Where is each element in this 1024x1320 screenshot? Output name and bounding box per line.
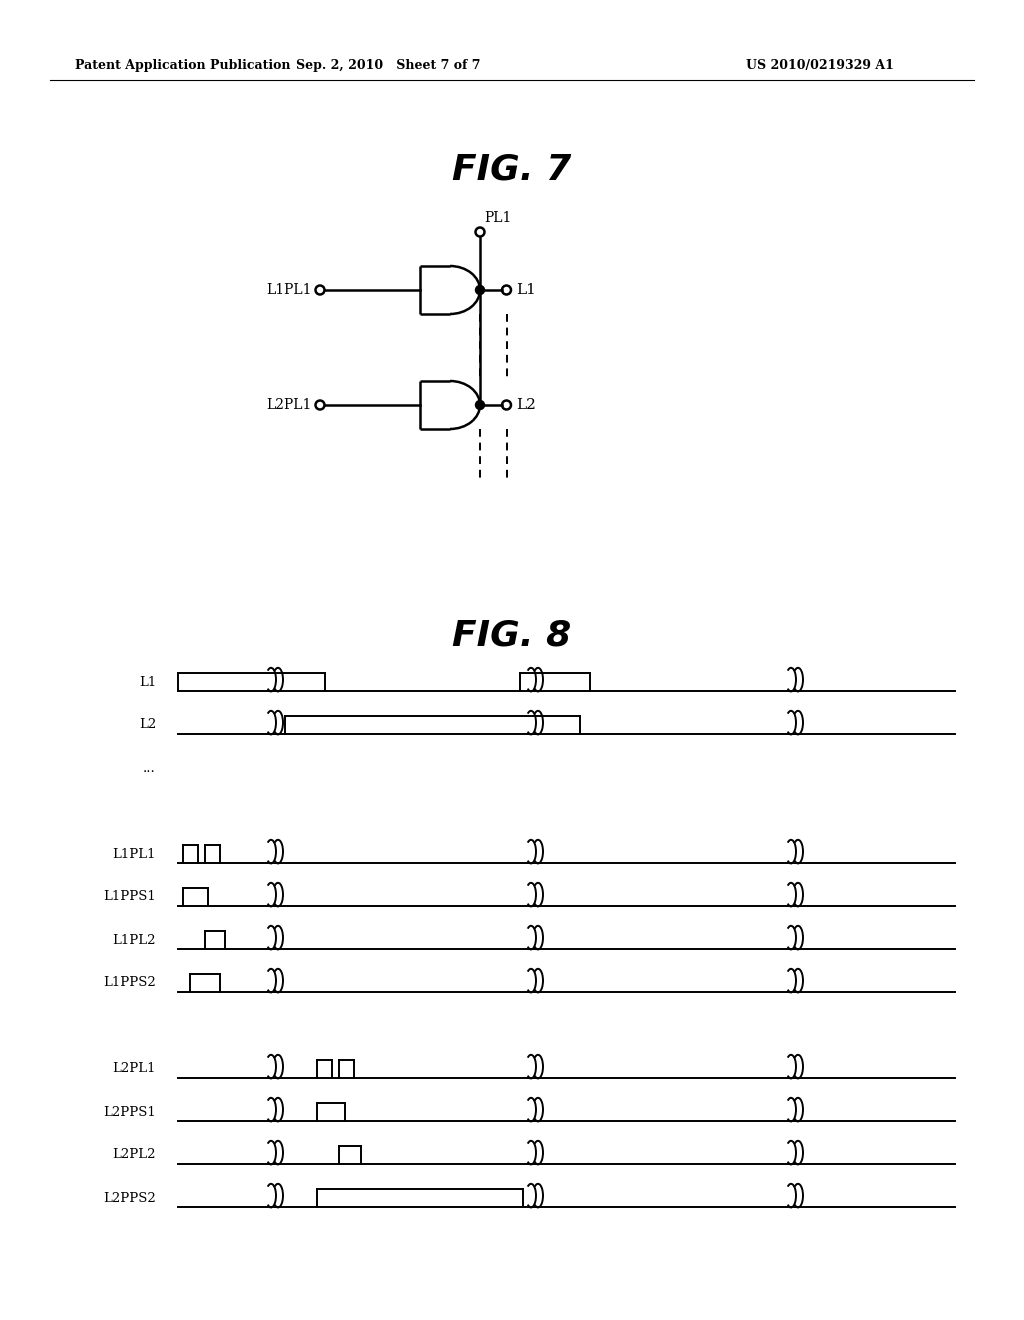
Text: L1PL2: L1PL2 [113, 933, 156, 946]
Text: L1: L1 [516, 282, 536, 297]
Text: FIG. 8: FIG. 8 [453, 618, 571, 652]
Text: L1PPS2: L1PPS2 [103, 977, 156, 990]
Text: L2PL1: L2PL1 [266, 399, 311, 412]
Circle shape [475, 400, 484, 409]
Text: Patent Application Publication: Patent Application Publication [75, 58, 291, 71]
Text: L2PL1: L2PL1 [113, 1063, 156, 1076]
Text: L1PL1: L1PL1 [113, 847, 156, 861]
Circle shape [475, 285, 484, 294]
Text: ...: ... [143, 762, 156, 775]
Text: L2: L2 [138, 718, 156, 731]
Text: PL1: PL1 [484, 210, 511, 224]
Text: FIG. 7: FIG. 7 [453, 153, 571, 187]
Text: L1PPS1: L1PPS1 [103, 891, 156, 903]
Text: L2PL2: L2PL2 [113, 1148, 156, 1162]
Text: Sep. 2, 2010   Sheet 7 of 7: Sep. 2, 2010 Sheet 7 of 7 [296, 58, 480, 71]
Text: L2PPS2: L2PPS2 [103, 1192, 156, 1204]
Text: US 2010/0219329 A1: US 2010/0219329 A1 [746, 58, 894, 71]
Text: L2PPS1: L2PPS1 [103, 1106, 156, 1118]
Text: L2: L2 [516, 399, 536, 412]
Text: L1: L1 [138, 676, 156, 689]
Text: L1PL1: L1PL1 [266, 282, 311, 297]
